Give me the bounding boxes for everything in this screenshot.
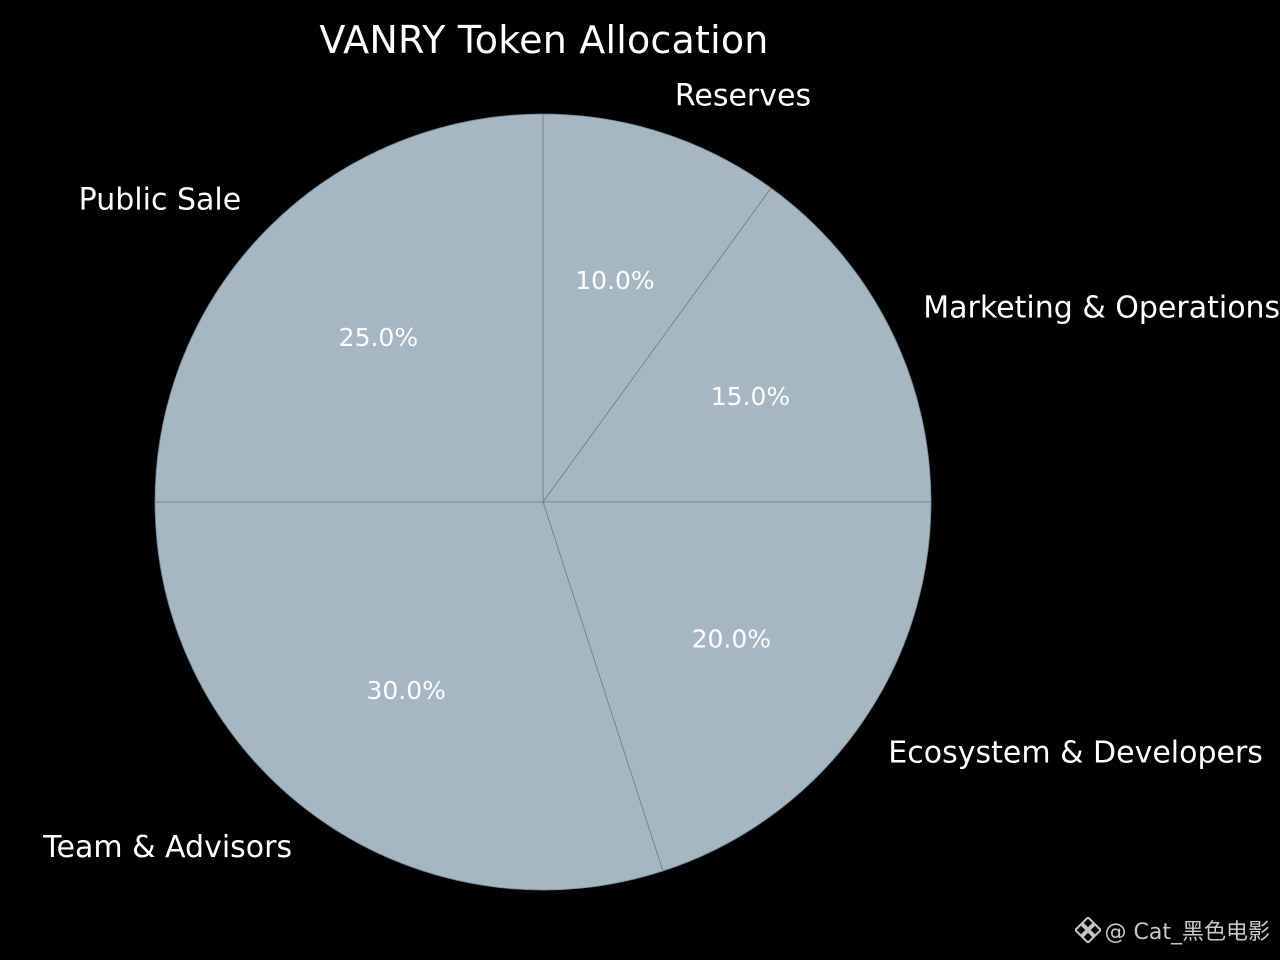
pie-slices [154,113,932,891]
watermark-text: @ Cat_黑色电影 [1104,920,1270,945]
chart-title: VANRY Token Allocation [319,18,769,62]
pie-slice-team-advisors [154,501,664,891]
binance-diamond-icon [1074,917,1101,943]
percent-label: 10.0% [575,266,654,295]
category-label: Marketing & Operations [923,291,1280,326]
category-label: Reserves [675,79,811,114]
percent-label: 25.0% [339,323,418,352]
pie-slice-ecosystem-developers [542,501,932,872]
category-labels: Reserves Marketing & Operations Ecosystem … [42,79,1280,865]
category-label: Team & Advisors [42,830,292,865]
percent-labels: 10.0% 15.0% 20.0% 30.0% 25.0% [339,266,790,705]
watermark: @ Cat_黑色电影 [1074,914,1270,946]
category-label: Public Sale [79,183,242,218]
percent-label: 15.0% [711,382,790,411]
pie-slice-marketing-operations [542,187,932,503]
pie-slice-reserves [542,113,772,504]
percent-label: 30.0% [366,676,445,705]
category-label: Ecosystem & Developers [888,735,1263,770]
percent-label: 20.0% [692,624,771,653]
pie-slice-public-sale [154,113,544,503]
